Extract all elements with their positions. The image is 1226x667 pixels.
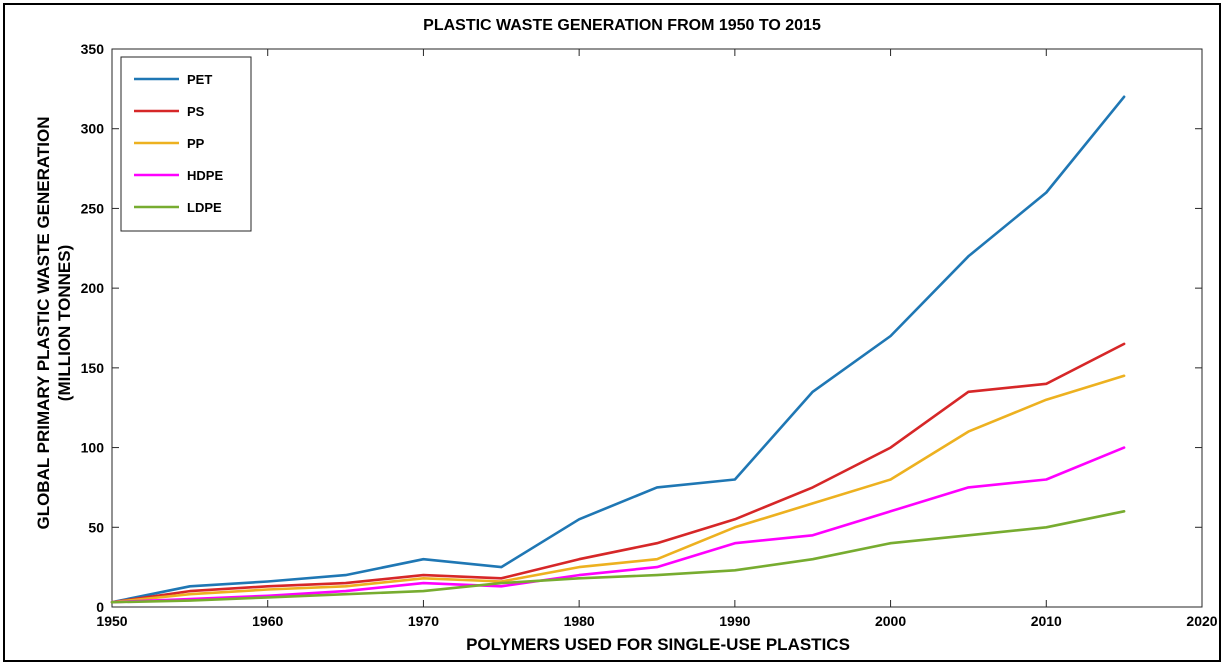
y-tick-label: 100 — [81, 440, 105, 456]
y-axis: 0 50 100 150 200 250 300 350 — [81, 41, 1202, 615]
series-line-ps — [110, 342, 1126, 604]
y-tick-label: 0 — [96, 599, 104, 615]
y-tick-label: 150 — [81, 360, 105, 376]
legend-label-hdpe: HDPE — [187, 168, 223, 183]
series-layer — [110, 95, 1126, 604]
x-axis-title: POLYMERS USED FOR SINGLE-USE PLASTICS — [466, 635, 850, 654]
x-tick-label: 2020 — [1186, 613, 1217, 629]
series-line-hdpe — [110, 446, 1126, 604]
series-line-ldpe — [110, 509, 1126, 604]
x-tick-label: 1950 — [96, 613, 127, 629]
y-tick-label: 350 — [81, 41, 105, 57]
x-tick-label: 2000 — [875, 613, 906, 629]
series-line-pet — [110, 95, 1126, 604]
y-axis-title-line2: (MILLION TONNES) — [55, 245, 74, 401]
y-tick-label: 50 — [88, 519, 104, 535]
legend-label-pet: PET — [187, 72, 212, 87]
plot-area — [111, 48, 1203, 608]
y-axis-title-line1: GLOBAL PRIMARY PLASTIC WASTE GENERATION — [34, 116, 53, 529]
x-tick-label: 1970 — [408, 613, 439, 629]
x-axis: 1950 1960 1970 1980 1990 2000 2010 2020 — [96, 49, 1218, 629]
y-tick-label: 200 — [81, 280, 105, 296]
legend: PET PS PP HDPE LDPE — [120, 56, 252, 232]
x-tick-label: 1960 — [252, 613, 283, 629]
y-tick-label: 300 — [81, 121, 105, 137]
x-tick-label: 2010 — [1031, 613, 1062, 629]
chart-title: PLASTIC WASTE GENERATION FROM 1950 TO 20… — [423, 17, 821, 34]
legend-label-pp: PP — [187, 136, 205, 151]
series-line-pp — [110, 374, 1126, 604]
y-tick-label: 250 — [81, 200, 105, 216]
line-chart: PLASTIC WASTE GENERATION FROM 1950 TO 20… — [34, 17, 1218, 654]
chart-frame: PLASTIC WASTE GENERATION FROM 1950 TO 20… — [3, 3, 1221, 662]
legend-label-ldpe: LDPE — [187, 200, 222, 215]
x-tick-label: 1980 — [564, 613, 595, 629]
legend-label-ps: PS — [187, 104, 205, 119]
x-tick-label: 1990 — [719, 613, 750, 629]
